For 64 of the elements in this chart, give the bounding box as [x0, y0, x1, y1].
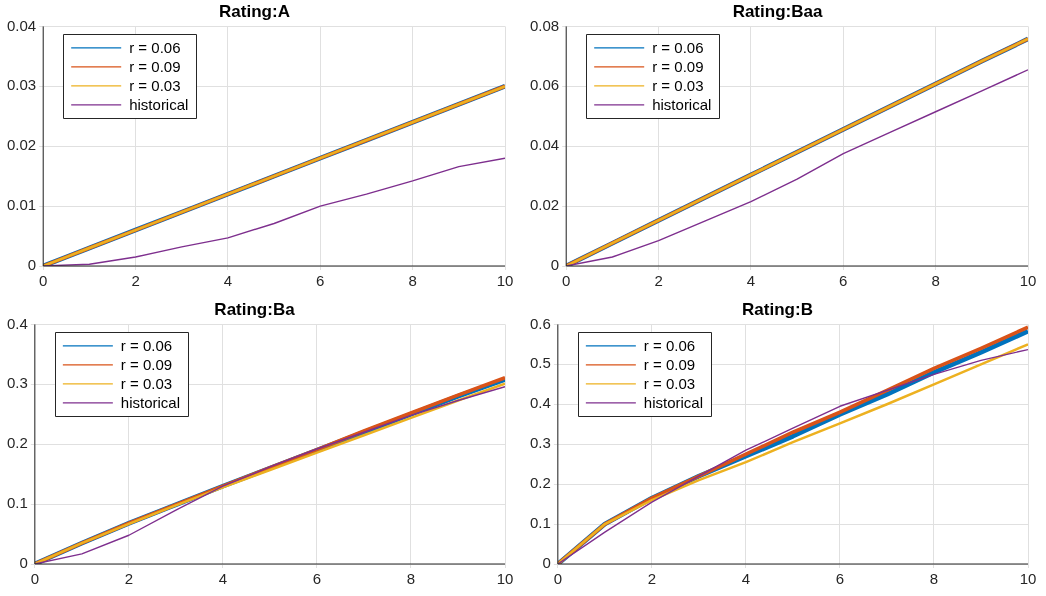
- chart-title: Rating:B: [742, 299, 813, 319]
- x-tick-label: 8: [929, 570, 939, 588]
- x-tick-label: 2: [654, 272, 663, 290]
- y-tick-label: 0.4: [6, 314, 28, 332]
- x-tick-label: 6: [835, 570, 845, 588]
- x-tick-label: 2: [131, 272, 140, 290]
- y-tick-label: 0.02: [529, 196, 560, 214]
- y-tick-label: 0: [550, 256, 560, 274]
- chart-title: Rating:Baa: [732, 1, 823, 21]
- legend-label: r = 0.09: [120, 356, 173, 374]
- y-tick-label: 0.4: [529, 394, 551, 412]
- y-tick-label: 0.3: [529, 434, 551, 452]
- x-tick-label: 2: [124, 570, 134, 588]
- legend-label: historical: [129, 96, 189, 114]
- x-tick-label: 10: [1019, 570, 1037, 588]
- legend-label: r = 0.03: [120, 375, 173, 393]
- y-tick-label: 0.03: [6, 76, 37, 94]
- y-tick-label: 0.04: [6, 16, 37, 34]
- legend-label: r = 0.09: [129, 58, 181, 76]
- x-tick-label: 4: [223, 272, 233, 290]
- legend-label: r = 0.03: [643, 375, 696, 393]
- x-tick-label: 0: [39, 272, 48, 290]
- legend-label: r = 0.09: [643, 356, 696, 374]
- x-tick-label: 4: [741, 570, 751, 588]
- legend-label: r = 0.06: [643, 337, 696, 355]
- x-tick-label: 4: [218, 570, 228, 588]
- x-tick-label: 8: [408, 272, 417, 290]
- y-tick-label: 0.2: [6, 434, 28, 452]
- y-tick-label: 0: [19, 554, 28, 572]
- y-tick-label: 0.5: [529, 354, 551, 372]
- legend-label: r = 0.06: [652, 39, 704, 57]
- legend-label: r = 0.03: [129, 77, 181, 95]
- y-tick-label: 0.02: [6, 136, 37, 154]
- y-tick-label: 0.1: [529, 514, 551, 532]
- y-tick-label: 0.04: [529, 136, 560, 154]
- legend-label: r = 0.03: [652, 77, 704, 95]
- x-tick-label: 8: [406, 570, 416, 588]
- x-tick-label: 2: [647, 570, 657, 588]
- x-tick-label: 8: [931, 272, 940, 290]
- legend-label: r = 0.06: [120, 337, 173, 355]
- y-tick-label: 0.08: [529, 16, 560, 34]
- legend-label: r = 0.06: [129, 39, 181, 57]
- chart-title: Rating:A: [219, 1, 290, 21]
- x-tick-label: 6: [839, 272, 848, 290]
- y-tick-label: 0.3: [6, 374, 28, 392]
- x-tick-label: 0: [562, 272, 571, 290]
- x-tick-label: 4: [746, 272, 756, 290]
- legend-label: historical: [120, 394, 181, 412]
- x-tick-label: 6: [316, 272, 325, 290]
- legend-label: historical: [652, 96, 712, 114]
- legend-label: historical: [643, 394, 704, 412]
- y-tick-label: 0.01: [6, 196, 37, 214]
- y-tick-label: 0.6: [529, 314, 551, 332]
- x-tick-label: 10: [496, 272, 514, 290]
- y-tick-label: 0.2: [529, 474, 551, 492]
- chart-title: Rating:Ba: [214, 299, 296, 319]
- x-tick-label: 6: [312, 570, 322, 588]
- y-tick-label: 0.06: [529, 76, 560, 94]
- x-tick-label: 10: [1019, 272, 1037, 290]
- x-tick-label: 10: [496, 570, 514, 588]
- y-tick-label: 0: [542, 554, 551, 572]
- legend-label: r = 0.09: [652, 58, 704, 76]
- y-tick-label: 0.1: [6, 494, 28, 512]
- y-tick-label: 0: [27, 256, 37, 274]
